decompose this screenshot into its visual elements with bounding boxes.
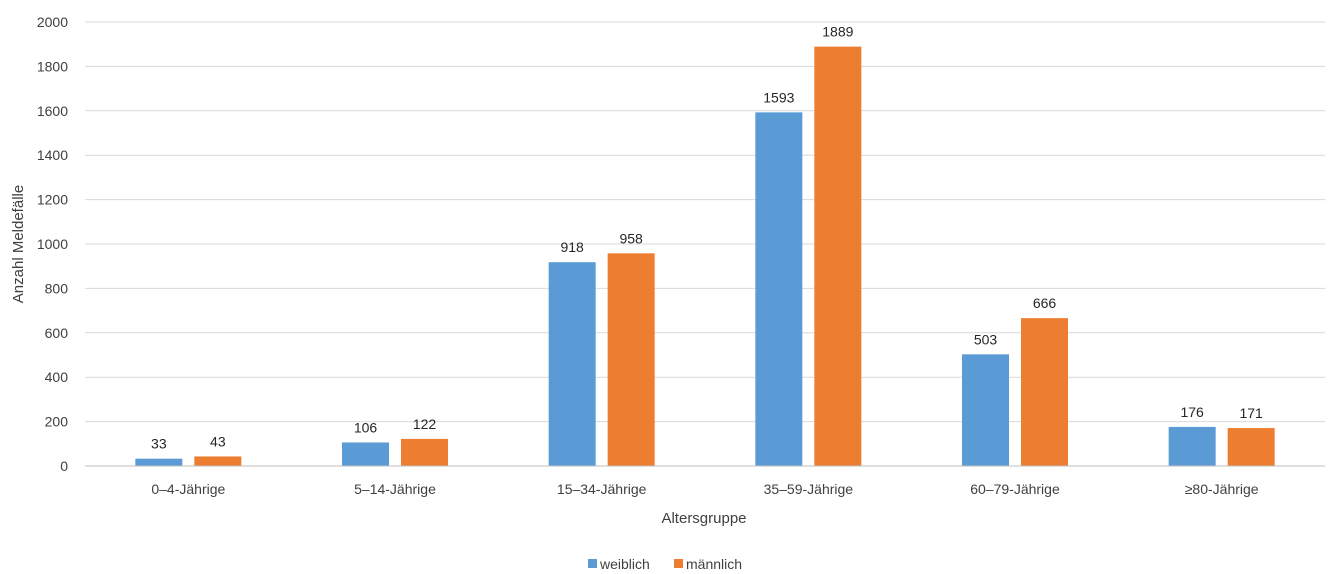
bar-weiblich (962, 354, 1009, 466)
bar-weiblich (548, 262, 596, 466)
y-tick-label: 1600 (37, 103, 68, 119)
gridlines (85, 21, 1325, 423)
y-tick-label: 800 (45, 280, 69, 296)
bar-maennlich (607, 253, 655, 466)
x-tick-label: 35–59-Jährige (764, 481, 854, 497)
bar-value-label: 503 (974, 331, 998, 347)
x-tick-label: 60–79-Jährige (970, 481, 1060, 497)
y-tick-label: 1800 (37, 58, 68, 74)
y-tick-label: 1200 (37, 192, 68, 208)
bar-value-label: 958 (619, 230, 643, 246)
bar-value-label: 106 (354, 419, 378, 435)
bar-maennlich (194, 456, 242, 466)
bar-value-label: 1593 (763, 89, 794, 105)
x-axis-ticks: 0–4-Jährige 5–14-Jährige 15–34-Jährige 35–5… (151, 481, 1258, 497)
bar-weiblich (342, 442, 389, 466)
bar-value-label: 666 (1033, 295, 1057, 311)
bar-maennlich (1021, 318, 1068, 466)
y-tick-label: 2000 (37, 14, 68, 30)
bar-value-label: 176 (1180, 404, 1204, 420)
bar-weiblich (135, 458, 183, 466)
y-tick-label: 600 (45, 325, 69, 341)
legend-swatch-weiblich (588, 559, 597, 568)
y-axis-title: Anzahl Meldefälle (10, 185, 27, 303)
bar-value-label: 122 (413, 416, 437, 432)
x-tick-label: ≥80-Jährige (1185, 481, 1259, 497)
x-tick-label: 15–34-Jährige (557, 481, 647, 497)
bar-weiblich (755, 112, 803, 466)
bar-value-label: 43 (210, 433, 226, 449)
bar-value-label: 171 (1239, 405, 1263, 421)
bar-weiblich (1168, 426, 1216, 466)
legend-swatch-maennlich (674, 559, 683, 568)
legend-label-weiblich: weiblich (599, 556, 650, 572)
bar-value-label: 1889 (822, 24, 853, 40)
y-tick-label: 0 (60, 458, 68, 474)
y-tick-label: 1400 (37, 147, 68, 163)
bar-maennlich (814, 46, 862, 466)
y-axis-ticks: 0 200 400 600 800 1000 1200 1400 1600 1800 2000 (37, 14, 68, 474)
y-tick-label: 1000 (37, 236, 68, 252)
legend: weiblich männlich (588, 556, 742, 572)
bar-maennlich (1227, 428, 1275, 466)
bar-value-label: 33 (151, 436, 167, 452)
data-labels: 33 43 106 122 918 958 1593 1889 503 666 176 171 (151, 24, 1263, 452)
bar-value-label: 918 (560, 239, 584, 255)
x-axis-title: Altersgruppe (661, 510, 746, 527)
y-tick-label: 400 (45, 369, 69, 385)
x-tick-label: 0–4-Jährige (151, 481, 225, 497)
y-tick-label: 200 (45, 414, 69, 430)
bars (135, 46, 1275, 466)
legend-label-maennlich: männlich (686, 556, 742, 572)
x-tick-label: 5–14-Jährige (354, 481, 436, 497)
bar-maennlich (401, 438, 448, 466)
